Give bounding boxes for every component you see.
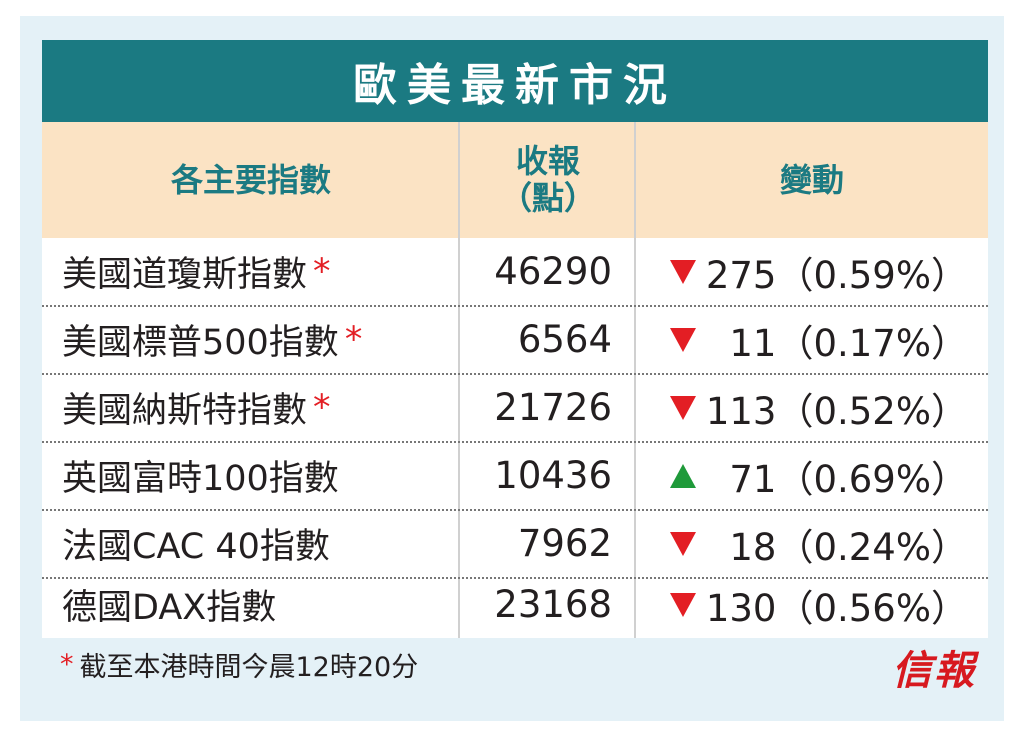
index-name: 美國納斯特指數 * bbox=[62, 387, 331, 432]
asterisk: * bbox=[313, 387, 331, 428]
footnote: * 截至本港時間今晨12時20分 bbox=[60, 638, 418, 690]
down-arrow-icon bbox=[670, 260, 696, 284]
close-value: 21726 bbox=[494, 386, 612, 429]
column-divider bbox=[458, 122, 460, 638]
close-value: 7962 bbox=[517, 522, 612, 565]
market-table: 歐美最新市況 各主要指數 收報 （點） 變動 美國道瓊斯指數 * 46290 27… bbox=[42, 40, 988, 695]
table-title: 歐美最新市況 bbox=[42, 40, 988, 122]
table-row: 美國標普500指數 * 6564 11（0.17%） bbox=[42, 306, 988, 373]
row-divider bbox=[42, 577, 988, 579]
up-arrow-icon bbox=[670, 464, 696, 488]
change-value: 18（0.24%） bbox=[729, 525, 968, 569]
down-arrow-icon bbox=[670, 328, 696, 352]
table-header: 各主要指數 收報 （點） 變動 bbox=[42, 122, 988, 238]
close-value: 10436 bbox=[494, 454, 612, 497]
header-close-unit: （點） bbox=[499, 179, 596, 217]
index-name: 美國標普500指數 * bbox=[62, 319, 363, 364]
close-value: 46290 bbox=[494, 250, 612, 293]
table-row: 法國CAC 40指數 7962 18（0.24%） bbox=[42, 510, 988, 577]
asterisk: * bbox=[313, 251, 331, 292]
asterisk: * bbox=[344, 319, 363, 360]
change-value: 71（0.69%） bbox=[729, 457, 968, 501]
index-name: 法國CAC 40指數 bbox=[62, 527, 330, 567]
asterisk: * bbox=[60, 648, 74, 680]
close-value: 6564 bbox=[517, 318, 612, 361]
down-arrow-icon bbox=[670, 593, 696, 617]
index-name: 美國道瓊斯指數 * bbox=[62, 251, 331, 296]
table-row: 英國富時100指數 10436 71（0.69%） bbox=[42, 442, 988, 509]
table-row: 美國納斯特指數 * 21726 113（0.52%） bbox=[42, 374, 988, 441]
header-change: 變動 bbox=[636, 122, 988, 238]
down-arrow-icon bbox=[670, 532, 696, 556]
close-value: 23168 bbox=[494, 583, 612, 626]
publisher-logo: 信報 bbox=[892, 647, 976, 694]
change-value: 275（0.59%） bbox=[705, 253, 968, 297]
footnote-bar: * 截至本港時間今晨12時20分 信報 bbox=[42, 638, 988, 695]
index-name: 德國DAX指數 bbox=[62, 588, 277, 628]
table-row: 美國道瓊斯指數 * 46290 275（0.59%） bbox=[42, 238, 988, 305]
change-value: 11（0.17%） bbox=[729, 321, 968, 365]
change-value: 130（0.56%） bbox=[705, 586, 968, 630]
header-index-label: 各主要指數 bbox=[170, 160, 331, 199]
header-index: 各主要指數 bbox=[42, 122, 460, 238]
header-close-label: 收報 bbox=[515, 142, 580, 181]
header-change-label: 變動 bbox=[779, 160, 844, 199]
down-arrow-icon bbox=[670, 396, 696, 420]
row-divider bbox=[42, 509, 988, 511]
row-divider bbox=[42, 441, 988, 443]
change-value: 113（0.52%） bbox=[705, 389, 968, 433]
row-divider bbox=[42, 373, 988, 375]
row-divider bbox=[42, 305, 988, 307]
column-divider bbox=[634, 122, 636, 638]
index-name: 英國富時100指數 bbox=[62, 459, 339, 499]
header-close: 收報 （點） bbox=[460, 122, 636, 238]
table-row: 德國DAX指數 23168 130（0.56%） bbox=[42, 571, 988, 638]
footnote-text: 截至本港時間今晨12時20分 bbox=[79, 651, 419, 683]
background-frame: 歐美最新市況 各主要指數 收報 （點） 變動 美國道瓊斯指數 * 46290 27… bbox=[20, 16, 1004, 721]
